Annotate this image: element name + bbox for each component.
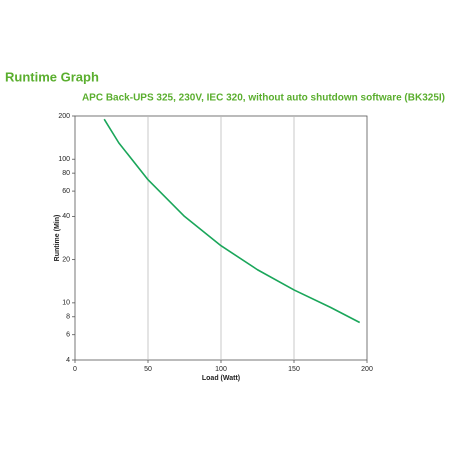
- x-tick-label: 200: [361, 366, 373, 373]
- chart-subtitle: APC Back-UPS 325, 230V, IEC 320, without…: [82, 93, 445, 104]
- y-tick-label: 4: [66, 357, 70, 364]
- y-tick-label: 40: [62, 213, 70, 220]
- y-tick-label: 8: [66, 314, 70, 321]
- runtime-curve: [103, 118, 361, 324]
- y-tick-label: 200: [58, 113, 70, 120]
- x-tick-label: 150: [288, 366, 300, 373]
- x-tick-label: 100: [215, 366, 227, 373]
- x-tick-label: 50: [144, 366, 152, 373]
- y-tick-label: 80: [62, 170, 70, 177]
- y-axis-label: Runtime (Min): [54, 215, 61, 262]
- y-tick-label: 20: [62, 256, 70, 263]
- y-tick-label: 100: [58, 156, 70, 163]
- y-tick-label: 10: [62, 300, 70, 307]
- x-tick-label: 0: [73, 366, 77, 373]
- y-tick-label: 60: [62, 188, 70, 195]
- chart-title: Runtime Graph: [5, 69, 99, 84]
- x-axis-label: Load (Watt): [202, 375, 240, 382]
- y-tick-label: 6: [66, 332, 70, 339]
